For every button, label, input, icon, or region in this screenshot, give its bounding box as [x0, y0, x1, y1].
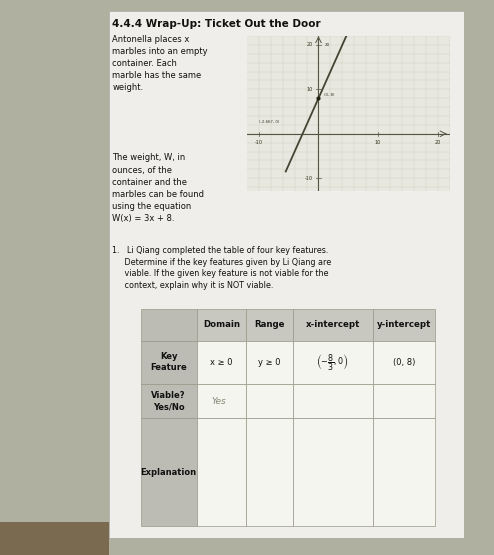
Text: The weight, W, in
ounces, of the
container and the
marbles can be found
using th: The weight, W, in ounces, of the contain… — [112, 154, 204, 223]
Text: (-2.667, 0): (-2.667, 0) — [259, 120, 279, 124]
Bar — [141, 309, 197, 341]
Text: Range: Range — [254, 320, 285, 329]
Bar — [373, 309, 435, 341]
Text: -10: -10 — [304, 175, 313, 181]
Bar — [373, 418, 435, 526]
Text: 20: 20 — [325, 43, 329, 47]
Bar — [293, 384, 373, 418]
Text: (0, 8): (0, 8) — [393, 358, 415, 367]
Text: Viable?
Yes/No: Viable? Yes/No — [152, 391, 186, 411]
Bar — [141, 418, 197, 526]
Bar — [293, 341, 373, 384]
Text: 1.   Li Qiang completed the table of four key features.
     Determine if the ke: 1. Li Qiang completed the table of four … — [112, 246, 331, 290]
Text: Antonella places x
marbles into an empty
container. Each
marble has the same
wei: Antonella places x marbles into an empty… — [112, 35, 208, 93]
Bar — [247, 341, 293, 384]
Bar — [293, 418, 373, 526]
Bar — [247, 384, 293, 418]
Bar — [373, 384, 435, 418]
Text: Key
Feature: Key Feature — [150, 352, 187, 372]
Text: y-intercept: y-intercept — [377, 320, 431, 329]
Text: x ≥ 0: x ≥ 0 — [210, 358, 233, 367]
Bar — [197, 384, 247, 418]
Bar — [197, 309, 247, 341]
Text: -10: -10 — [255, 140, 263, 145]
Text: $\left(-\dfrac{8}{3},0\right)$: $\left(-\dfrac{8}{3},0\right)$ — [316, 352, 349, 372]
Text: 10: 10 — [375, 140, 381, 145]
Bar — [0, 522, 109, 555]
Text: x-intercept: x-intercept — [306, 320, 360, 329]
Text: 20: 20 — [435, 140, 441, 145]
Text: (0, 8): (0, 8) — [325, 93, 335, 97]
Bar — [373, 341, 435, 384]
Bar — [197, 418, 247, 526]
Text: 20: 20 — [306, 42, 313, 48]
Text: y ≥ 0: y ≥ 0 — [258, 358, 281, 367]
Bar — [247, 418, 293, 526]
Text: Domain: Domain — [203, 320, 240, 329]
Text: 4.4.4 Wrap-Up: Ticket Out the Door: 4.4.4 Wrap-Up: Ticket Out the Door — [112, 19, 321, 29]
Bar — [141, 341, 197, 384]
Text: 10: 10 — [306, 87, 313, 92]
Text: Explanation: Explanation — [141, 468, 197, 477]
Bar — [197, 341, 247, 384]
Text: Yes: Yes — [211, 396, 226, 406]
Bar — [141, 384, 197, 418]
Bar — [247, 309, 293, 341]
Bar — [293, 309, 373, 341]
